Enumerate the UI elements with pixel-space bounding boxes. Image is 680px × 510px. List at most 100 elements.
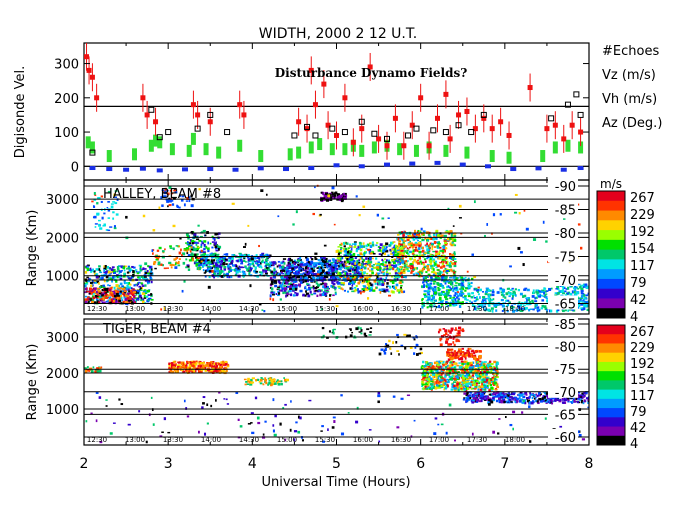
- halley-echo: [186, 264, 190, 266]
- halley-echo: [207, 285, 211, 289]
- tiger-echo: [487, 362, 490, 366]
- halley-echo: [401, 257, 404, 260]
- halley-echo: [282, 279, 285, 282]
- halley-echo: [301, 268, 304, 271]
- halley-echo: [281, 287, 285, 290]
- tiger-echo: [255, 378, 258, 381]
- halley-echo: [359, 256, 362, 259]
- halley-echo: [277, 279, 281, 283]
- halley-echo: [180, 199, 184, 202]
- halley-echo: [97, 197, 100, 200]
- halley-echo: [274, 270, 278, 273]
- vz-point: [156, 168, 163, 173]
- halley-echo: [351, 284, 354, 287]
- halley-echo: [445, 247, 448, 250]
- halley-echo: [231, 256, 234, 259]
- halley-echo: [381, 280, 384, 284]
- halley-echo: [437, 234, 441, 238]
- halley-echo: [420, 231, 422, 234]
- halley-echo: [93, 301, 97, 304]
- halley-echo: [407, 237, 411, 239]
- halley-echo: [118, 292, 121, 296]
- halley-echo: [112, 271, 117, 274]
- halley-echo: [287, 266, 291, 270]
- halley-echo: [310, 260, 314, 264]
- halley-echo: [281, 265, 285, 269]
- halley-echo: [546, 298, 550, 300]
- halley-echo: [481, 300, 483, 304]
- halley-echo: [119, 297, 123, 300]
- halley-echo: [501, 309, 504, 312]
- halley-echo: [418, 245, 421, 249]
- tiger-echo: [438, 380, 442, 383]
- halley-echo: [211, 261, 214, 264]
- halley-echo: [330, 267, 333, 271]
- halley-echo: [292, 280, 296, 283]
- halley-echo: [363, 276, 368, 280]
- halley-echo: [349, 272, 352, 275]
- halley-echo: [544, 307, 548, 310]
- halley-echo: [112, 201, 116, 203]
- halley-echo: [372, 266, 376, 269]
- halley-echo: [315, 281, 318, 283]
- halley-echo: [344, 272, 347, 276]
- halley-echo: [331, 278, 335, 280]
- halley-echo: [442, 286, 445, 289]
- halley-echo: [326, 260, 330, 263]
- halley-echo: [127, 301, 130, 304]
- halley-echo: [417, 239, 419, 242]
- halley-echo: [113, 274, 117, 278]
- halley-echo: [377, 249, 380, 252]
- halley-echo: [105, 300, 109, 303]
- halley-echo: [426, 248, 429, 252]
- halley-echo: [415, 274, 418, 276]
- halley-echo: [394, 279, 397, 283]
- halley-echo: [149, 268, 152, 271]
- halley-echo: [101, 292, 105, 296]
- halley-echo: [188, 245, 192, 248]
- halley-echo: [206, 247, 210, 251]
- halley-echo: [307, 261, 310, 264]
- halley-echo: [231, 254, 235, 256]
- halley-echo: [117, 287, 121, 290]
- echo-point: [371, 130, 378, 137]
- halley-echo: [397, 289, 400, 292]
- halley-echo: [428, 295, 431, 297]
- halley-echo: [144, 268, 147, 270]
- tiger-echo: [210, 364, 213, 367]
- halley-echo: [344, 196, 346, 199]
- halley-echo: [195, 241, 198, 244]
- halley-echo: [518, 301, 521, 304]
- halley-echo: [359, 257, 362, 260]
- tiger-echo: [456, 364, 460, 367]
- halley-echo: [402, 269, 405, 271]
- halley-echo: [205, 245, 208, 249]
- halley-echo: [559, 285, 562, 287]
- halley-echo: [286, 293, 290, 296]
- latitude-label-bg: [548, 295, 578, 310]
- tiger-echo: [478, 374, 482, 378]
- halley-echo: [331, 186, 335, 190]
- halley-echo: [561, 285, 564, 288]
- halley-echo: [319, 289, 322, 293]
- halley-echo: [442, 244, 446, 247]
- halley-echo: [432, 250, 436, 253]
- halley-echo: [439, 296, 442, 299]
- halley-echo: [536, 306, 540, 310]
- halley-echo: [442, 248, 446, 251]
- halley-echo: [299, 285, 301, 288]
- halley-echo: [437, 241, 440, 244]
- halley-echo: [155, 258, 159, 261]
- halley-echo: [247, 254, 250, 258]
- halley-echo: [291, 260, 295, 264]
- halley-echo: [292, 285, 295, 287]
- halley-echo: [227, 267, 230, 270]
- halley-echo: [342, 247, 346, 250]
- halley-echo: [291, 267, 295, 270]
- halley-echo: [331, 193, 335, 196]
- az-point: [312, 102, 318, 108]
- halley-echo: [491, 232, 493, 235]
- halley-echo: [497, 304, 500, 306]
- halley-echo: [383, 252, 386, 256]
- halley-echo: [433, 271, 436, 273]
